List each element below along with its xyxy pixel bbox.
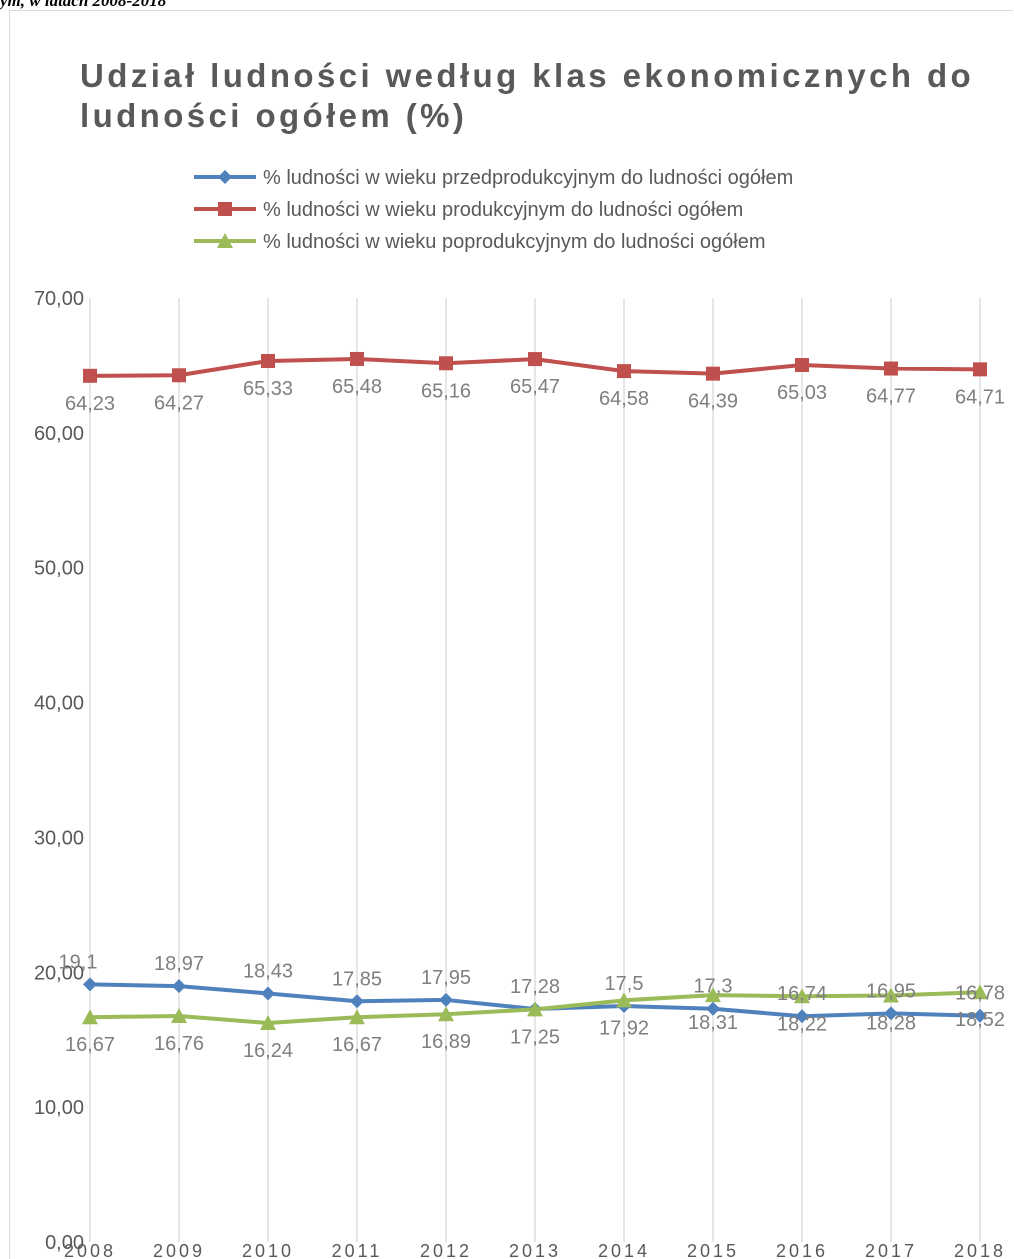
y-tick-label: 30,00 xyxy=(34,827,84,849)
data-point-triangle xyxy=(260,1014,276,1030)
data-point-triangle xyxy=(883,987,899,1003)
data-label: 17,25 xyxy=(510,1026,560,1048)
data-label: 16,95 xyxy=(866,980,916,1002)
data-label: 18,22 xyxy=(777,1013,827,1035)
data-label: 64,23 xyxy=(65,393,115,415)
data-point-square xyxy=(706,366,720,381)
data-label: 65,48 xyxy=(332,376,382,398)
x-tick-label: 2009 xyxy=(153,1241,205,1259)
data-label: 16,67 xyxy=(332,1034,382,1056)
data-label: 17,5 xyxy=(605,973,644,995)
data-label: 16,24 xyxy=(243,1040,293,1062)
legend-entry: % ludności w wieku przedprodukcyjnym do … xyxy=(263,167,793,189)
data-point-square xyxy=(350,351,364,366)
data-label: 64,39 xyxy=(688,391,738,413)
data-label: 18,43 xyxy=(243,960,293,982)
data-label: 16,78 xyxy=(955,983,1005,1005)
data-point-triangle xyxy=(705,987,721,1003)
data-label: 64,58 xyxy=(599,388,649,410)
x-tick-label: 2018 xyxy=(954,1241,1006,1259)
data-label: 18,52 xyxy=(955,1009,1005,1031)
data-point-square xyxy=(261,353,275,368)
data-label: 65,33 xyxy=(243,378,293,400)
y-tick-label: 60,00 xyxy=(34,423,84,445)
data-point-diamond xyxy=(795,1009,809,1024)
data-label: 65,47 xyxy=(510,376,560,398)
data-point-triangle xyxy=(349,1009,365,1025)
page-caption: ym, w latach 2008-2018 xyxy=(0,0,167,10)
data-point-diamond xyxy=(884,1006,898,1021)
y-tick-label: 20,00 xyxy=(34,962,84,984)
x-tick-label: 2015 xyxy=(687,1241,739,1259)
data-point-square xyxy=(83,368,97,383)
data-point-square xyxy=(528,352,542,367)
data-label: 16,89 xyxy=(421,1031,471,1053)
data-label: 16,76 xyxy=(154,1033,204,1055)
data-point-triangle xyxy=(438,1006,454,1022)
y-tick-label: 50,00 xyxy=(34,558,84,580)
data-point-triangle xyxy=(794,988,810,1004)
data-label: 64,71 xyxy=(955,386,1005,408)
x-tick-label: 2013 xyxy=(509,1241,561,1259)
data-point-diamond xyxy=(172,979,186,994)
x-tick-label: 2011 xyxy=(332,1241,383,1259)
data-point-diamond xyxy=(261,986,275,1001)
legend-marker-square xyxy=(218,202,232,216)
data-label: 16,74 xyxy=(777,983,827,1005)
data-label: 65,03 xyxy=(777,382,827,404)
data-label: 65,16 xyxy=(421,380,471,402)
chart-frame xyxy=(9,10,1013,1259)
data-label: 17,92 xyxy=(599,1017,649,1039)
data-label: 18,31 xyxy=(688,1012,738,1034)
x-tick-label: 2010 xyxy=(242,1241,294,1259)
data-label: 18,28 xyxy=(866,1012,916,1034)
x-tick-label: 2014 xyxy=(598,1241,650,1259)
legend-marker-triangle xyxy=(217,233,233,248)
data-point-triangle xyxy=(616,992,632,1008)
data-point-triangle xyxy=(527,1001,543,1017)
data-point-diamond xyxy=(439,992,453,1007)
data-point-square xyxy=(617,364,631,379)
y-tick-label: 0,00 xyxy=(45,1232,84,1254)
data-point-diamond xyxy=(706,1001,720,1016)
data-label: 17,3 xyxy=(694,976,733,998)
data-label: 17,95 xyxy=(421,967,471,989)
chart-title: Udział ludności według klas ekonomicznyc… xyxy=(80,57,975,134)
x-tick-label: 2017 xyxy=(865,1241,917,1259)
data-point-square xyxy=(884,361,898,376)
data-point-triangle xyxy=(82,1009,98,1025)
data-point-triangle xyxy=(972,984,988,1000)
data-label: 64,27 xyxy=(154,392,204,414)
data-label: 17,28 xyxy=(510,976,560,998)
data-point-diamond xyxy=(83,977,97,992)
data-point-diamond xyxy=(973,1008,987,1023)
x-tick-label: 2008 xyxy=(64,1241,116,1259)
data-point-square xyxy=(439,356,453,371)
legend-entry: % ludności w wieku produkcyjnym do ludno… xyxy=(263,199,743,221)
data-label: 18,97 xyxy=(154,953,204,975)
y-tick-label: 40,00 xyxy=(34,693,84,715)
data-label: 19,1 xyxy=(59,951,98,973)
y-tick-label: 10,00 xyxy=(34,1097,84,1119)
data-point-triangle xyxy=(171,1007,187,1023)
data-label: 17,85 xyxy=(332,968,382,990)
legend-entry: % ludności w wieku poprodukcyjnym do lud… xyxy=(263,231,765,253)
data-label: 16,67 xyxy=(65,1034,115,1056)
data-point-square xyxy=(973,362,987,377)
data-point-square xyxy=(795,358,809,373)
y-tick-label: 70,00 xyxy=(34,288,84,310)
x-tick-label: 2012 xyxy=(420,1241,472,1259)
x-tick-label: 2016 xyxy=(776,1241,828,1259)
legend-marker-diamond xyxy=(218,170,232,184)
data-point-diamond xyxy=(350,994,364,1009)
data-label: 64,77 xyxy=(866,386,916,408)
data-point-square xyxy=(172,368,186,383)
